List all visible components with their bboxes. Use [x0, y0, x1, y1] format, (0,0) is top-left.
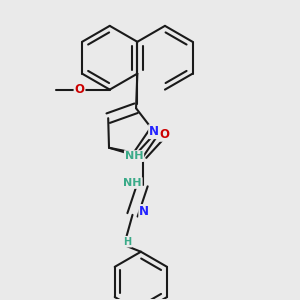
- Text: N: N: [139, 205, 149, 218]
- Text: NH: NH: [125, 151, 143, 161]
- Text: O: O: [74, 83, 85, 96]
- Text: H: H: [123, 237, 131, 247]
- Text: NH: NH: [123, 178, 142, 188]
- Text: N: N: [149, 125, 159, 138]
- Text: O: O: [159, 128, 170, 141]
